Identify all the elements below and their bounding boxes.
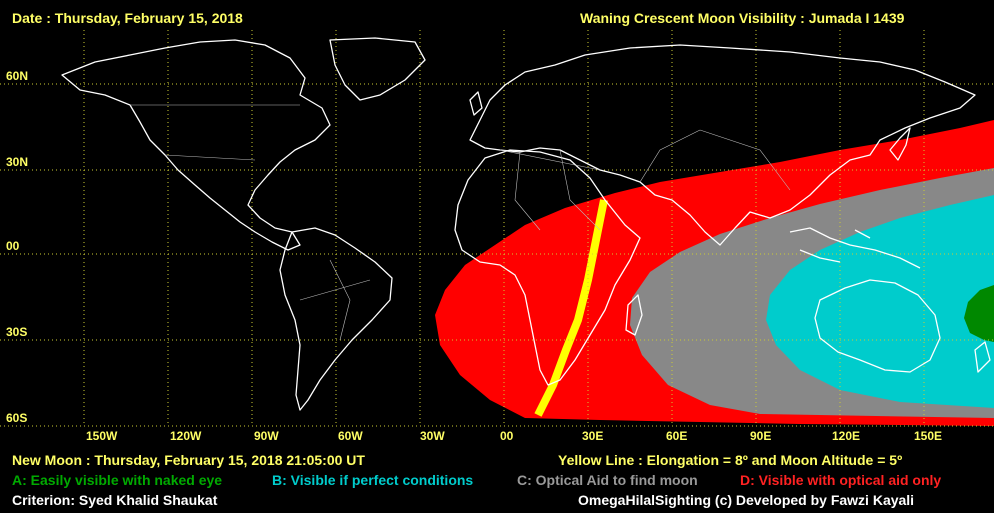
yellow-line	[534, 199, 608, 417]
grid-lines	[0, 30, 994, 427]
north-america-outline	[61, 39, 331, 251]
lon-label-120w: 120W	[170, 429, 202, 443]
lat-label-00: 00	[6, 239, 20, 253]
lat-label-60s: 60S	[6, 411, 28, 425]
new-zealand-outline	[974, 341, 991, 373]
lon-label-150w: 150W	[86, 429, 118, 443]
greenland-outline	[329, 37, 426, 101]
criterion-text: Criterion: Syed Khalid Shaukat	[12, 492, 218, 508]
new-moon-info: New Moon : Thursday, February 15, 2018 2…	[12, 452, 365, 468]
lon-label-00: 00	[500, 429, 514, 443]
yellow-line-info: Yellow Line : Elongation = 8º and Moon A…	[558, 452, 903, 468]
lon-label-90e: 90E	[750, 429, 772, 443]
lat-label-60n: 60N	[6, 69, 29, 83]
south-america-outline	[279, 227, 393, 411]
map-title: Waning Crescent Moon Visibility : Jumada…	[580, 10, 905, 26]
southeast-asia-islands-outline	[789, 227, 921, 269]
map-date: Date : Thursday, February 15, 2018	[12, 10, 243, 26]
lon-label-60w: 60W	[338, 429, 363, 443]
lon-label-120e: 120E	[832, 429, 861, 443]
lon-label-30w: 30W	[420, 429, 445, 443]
japan-outline	[889, 127, 911, 161]
lon-label-30e: 30E	[582, 429, 604, 443]
lat-label-30s: 30S	[6, 325, 28, 339]
british-isles-outline	[469, 91, 483, 116]
africa-outline	[454, 149, 641, 386]
legend-b: B: Visible if perfect conditions	[272, 472, 474, 488]
legend-c: C: Optical Aid to find moon	[517, 472, 698, 488]
country-borders	[130, 104, 791, 341]
zone-a-region	[964, 285, 994, 342]
lon-label-150e: 150E	[914, 429, 943, 443]
lon-label-60e: 60E	[666, 429, 688, 443]
madagascar-outline	[625, 294, 643, 336]
australia-outline	[814, 279, 941, 373]
credit-text: OmegaHilalSighting (c) Developed by Fawz…	[578, 492, 915, 508]
lon-label-90w: 90W	[254, 429, 279, 443]
lat-label-30n: 30N	[6, 155, 29, 169]
legend-d: D: Visible with optical aid only	[740, 472, 942, 488]
zone-b-region	[766, 195, 994, 408]
legend-a: A: Easily visible with naked eye	[12, 472, 223, 488]
